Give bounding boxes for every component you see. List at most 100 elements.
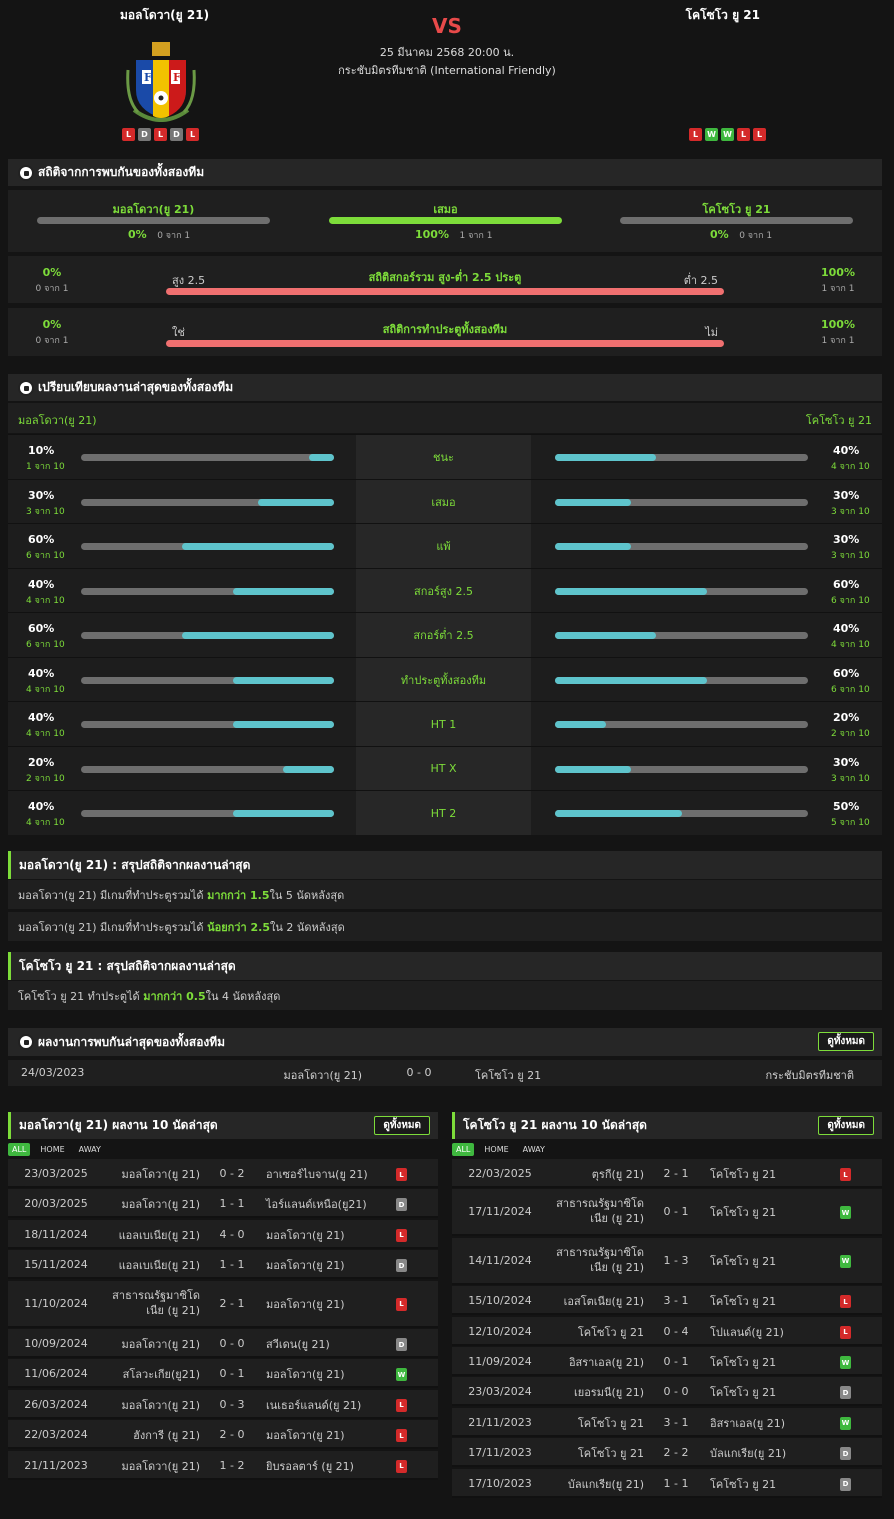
match-row[interactable]: 26/03/2024 มอลโดวา(ยู 21) 0 - 3 เนเธอร์แลนด… — [8, 1389, 438, 1419]
right-bar-fill — [555, 765, 631, 773]
view-all-button[interactable]: ดูทั้งหมด — [818, 1032, 874, 1051]
match-home[interactable]: ตุรกี(ยู 21) — [591, 1168, 644, 1181]
right-sub: 4 จาก 10 — [831, 462, 870, 472]
tab-away[interactable]: AWAY — [78, 1145, 101, 1154]
match-row[interactable]: 11/06/2024 สโลวะเกีย(ยู21) 0 - 1 มอลโดวา(ยู… — [8, 1359, 438, 1389]
match-date: 18/11/2024 — [24, 1227, 88, 1241]
left-bar-fill — [232, 587, 334, 595]
compare-row: 60% 6 จาก 10 แพ้ 30% 3 จาก 10 — [8, 523, 882, 568]
match-away[interactable]: โปแลนด์(ยู 21) — [710, 1325, 784, 1339]
match-away[interactable]: บัลแกเรีย(ยู 21) — [710, 1447, 787, 1461]
match-row[interactable]: 17/11/2024 สาธารณรัฐมาซิโดเนีย (ยู 21) 0 -… — [452, 1189, 882, 1237]
match-home[interactable]: สาธารณรัฐมาซิโดเนีย (ยู 21) — [556, 1197, 644, 1226]
match-home[interactable]: โคโซโว ยู 21 — [577, 1416, 644, 1430]
match-row[interactable]: 22/03/2024 ฮังการี (ยู 21) 2 - 0 มอลโดวา(ยู… — [8, 1420, 438, 1450]
match-home[interactable]: เอสโตเนีย(ยู 21) — [563, 1295, 644, 1309]
match-home[interactable]: โคโซโว ยู 21 — [577, 1447, 644, 1461]
left-pct: 60% — [28, 533, 55, 546]
tab-away[interactable]: AWAY — [522, 1145, 545, 1154]
match-row[interactable]: 22/03/2025 ตุรกี(ยู 21) 2 - 1 โคโซโว ยู 21 L — [452, 1159, 882, 1188]
match-home[interactable]: อิสราเอล(ยู 21) — [568, 1356, 644, 1369]
match-away[interactable]: โคโซโว ยู 21 — [710, 1206, 777, 1220]
match-away[interactable]: มอลโดวา(ยู 21) — [266, 1368, 345, 1382]
match-away[interactable]: โคโซโว ยู 21 — [475, 1069, 542, 1082]
match-home[interactable]: สโลวะเกีย(ยู21) — [122, 1368, 200, 1382]
match-date: 24/03/2023 — [21, 1066, 85, 1079]
summary-highlight: มากกว่า 1.5 — [207, 888, 270, 902]
match-away[interactable]: ไอร์แลนด์เหนือ(ยู21) — [266, 1198, 367, 1212]
home-team-name[interactable]: มอลโดวา(ยู 21) — [120, 8, 210, 22]
compare-left: 30% 3 จาก 10 — [8, 479, 356, 524]
match-home[interactable]: มอลโดวา(ยู 21) — [121, 1398, 200, 1412]
match-away[interactable]: อาเซอร์ไบจาน(ยู 21) — [266, 1168, 368, 1181]
match-row[interactable]: 11/09/2024 อิสราเอล(ยู 21) 0 - 1 โคโซโว ยู … — [452, 1347, 882, 1376]
match-away[interactable]: สวีเดน(ยู 21) — [266, 1338, 330, 1351]
right-sub: 6 จาก 10 — [831, 595, 870, 606]
home-summary-line-2: มอลโดวา(ยู 21) มีเกมที่ทำประตูรวมได้ น้อ… — [8, 912, 882, 941]
match-row[interactable]: 21/11/2023 โคโซโว ยู 21 3 - 1 อิสราเอล(ยู 2… — [452, 1407, 882, 1437]
match-row[interactable]: 23/03/2024 เยอรมนี(ยู 21) 0 - 0 โคโซโว ยู 2… — [452, 1377, 882, 1407]
section-title: สถิติจากการพบกันของทั้งสองทีม — [38, 165, 205, 179]
match-away[interactable]: โคโซโว ยู 21 — [710, 1386, 777, 1400]
match-home[interactable]: สาธารณรัฐมาซิโดเนีย (ยู 21) — [556, 1245, 644, 1274]
right-bar — [555, 721, 808, 728]
match-home[interactable]: มอลโดวา(ยู 21) — [121, 1168, 200, 1181]
left-pct: 60% — [28, 622, 55, 635]
compare-label: ชนะ — [356, 435, 531, 479]
match-row[interactable]: 14/11/2024 สาธารณรัฐมาซิโดเนีย (ยู 21) 1 -… — [452, 1237, 882, 1285]
match-date: 14/11/2024 — [468, 1253, 532, 1267]
ou-title: สถิติสกอร์รวม สูง-ต่ำ 2.5 ประตู — [368, 271, 522, 284]
h2h-home-bar — [37, 217, 270, 224]
tab-home[interactable]: HOME — [40, 1145, 65, 1154]
match-away[interactable]: อิสราเอล(ยู 21) — [710, 1416, 786, 1430]
match-away[interactable]: ยิบรอลตาร์ (ยู 21) — [266, 1459, 354, 1473]
match-row[interactable]: 17/10/2023 บัลแกเรีย(ยู 21) 1 - 1 โคโซโว ยู… — [452, 1468, 882, 1498]
right-bar-fill — [555, 721, 606, 728]
match-row[interactable]: 23/03/2025 มอลโดวา(ยู 21) 0 - 2 อาเซอร์ไบจา… — [8, 1159, 438, 1188]
tab-all[interactable]: ALL — [8, 1143, 31, 1156]
match-home[interactable]: แอลเบเนีย(ยู 21) — [118, 1259, 200, 1273]
match-away[interactable]: โคโซโว ยู 21 — [710, 1168, 777, 1181]
compare-right: 30% 3 จาก 10 — [531, 479, 882, 524]
match-home[interactable]: บัลแกเรีย(ยู 21) — [567, 1477, 644, 1491]
match-home[interactable]: แอลเบเนีย(ยู 21) — [118, 1228, 200, 1242]
ou-left-label: สูง 2.5 — [172, 274, 206, 287]
match-away[interactable]: โคโซโว ยู 21 — [710, 1254, 777, 1268]
match-home[interactable]: เยอรมนี(ยู 21) — [573, 1386, 644, 1400]
match-away[interactable]: มอลโดวา(ยู 21) — [266, 1259, 345, 1273]
match-away[interactable]: มอลโดวา(ยู 21) — [266, 1429, 345, 1443]
view-all-button[interactable]: ดูทั้งหมด — [818, 1116, 874, 1135]
match-home[interactable]: โคโซโว ยู 21 — [577, 1325, 644, 1339]
match-row[interactable]: 10/09/2024 มอลโดวา(ยู 21) 0 - 0 สวีเดน(ยู 2… — [8, 1329, 438, 1358]
match-away[interactable]: โคโซโว ยู 21 — [710, 1356, 777, 1369]
match-home[interactable]: สาธารณรัฐมาซิโดเนีย (ยู 21) — [112, 1288, 200, 1317]
competition-name: กระชับมิตรทีมชาติ (International Friendl… — [338, 64, 556, 77]
match-row[interactable]: 12/10/2024 โคโซโว ยู 21 0 - 4 โปแลนด์(ยู 21… — [452, 1316, 882, 1346]
match-away[interactable]: โคโซโว ยู 21 — [710, 1477, 777, 1491]
tab-all[interactable]: ALL — [452, 1143, 475, 1156]
left-bar — [81, 765, 334, 773]
match-row[interactable]: 11/10/2024 สาธารณรัฐมาซิโดเนีย (ยู 21) 2 -… — [8, 1280, 438, 1328]
away-team-name[interactable]: โคโซโว ยู 21 — [685, 8, 760, 22]
match-row[interactable]: 20/03/2025 มอลโดวา(ยู 21) 1 - 1 ไอร์แลนด์เห… — [8, 1189, 438, 1219]
match-date: 21/11/2023 — [24, 1458, 88, 1472]
match-away[interactable]: มอลโดวา(ยู 21) — [266, 1228, 345, 1242]
match-row[interactable]: 15/11/2024 แอลเบเนีย(ยู 21) 1 - 1 มอลโดวา(ย… — [8, 1250, 438, 1280]
match-row[interactable]: 17/11/2023 โคโซโว ยู 21 2 - 2 บัลแกเรีย(ยู … — [452, 1438, 882, 1468]
left-bar-fill — [308, 454, 334, 461]
view-all-button[interactable]: ดูทั้งหมด — [374, 1116, 430, 1135]
match-home[interactable]: มอลโดวา(ยู 21) — [283, 1069, 362, 1082]
match-away[interactable]: เนเธอร์แลนด์(ยู 21) — [266, 1398, 362, 1412]
match-home[interactable]: ฮังการี (ยู 21) — [133, 1429, 200, 1443]
match-away[interactable]: มอลโดวา(ยู 21) — [266, 1297, 345, 1311]
match-home[interactable]: มอลโดวา(ยู 21) — [121, 1338, 200, 1351]
match-row[interactable]: 18/11/2024 แอลเบเนีย(ยู 21) 4 - 0 มอลโดวา(ย… — [8, 1219, 438, 1249]
compare-right: 60% 6 จาก 10 — [531, 568, 882, 613]
match-home[interactable]: มอลโดวา(ยู 21) — [121, 1198, 200, 1212]
match-away[interactable]: โคโซโว ยู 21 — [710, 1295, 777, 1309]
match-home[interactable]: มอลโดวา(ยู 21) — [121, 1459, 200, 1473]
match-row[interactable]: 15/10/2024 เอสโตเนีย(ยู 21) 3 - 1 โคโซโว ยู… — [452, 1286, 882, 1316]
tab-home[interactable]: HOME — [484, 1145, 509, 1154]
h2h-last-row[interactable]: 24/03/2023 มอลโดวา(ยู 21) 0 - 0 โคโซโว ย… — [8, 1060, 882, 1086]
match-row[interactable]: 21/11/2023 มอลโดวา(ยู 21) 1 - 2 ยิบรอลตาร์ … — [8, 1450, 438, 1480]
